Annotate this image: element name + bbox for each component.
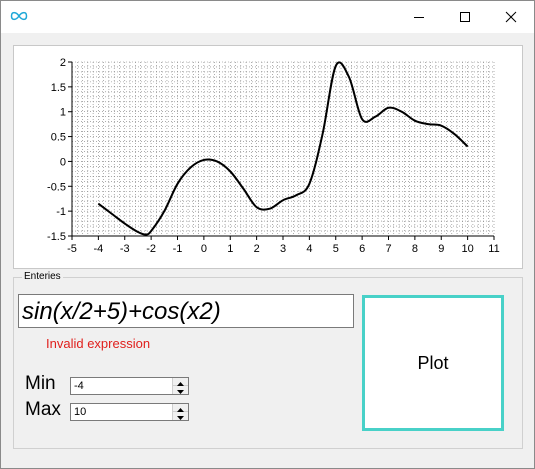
infinity-icon: [9, 7, 29, 25]
maximize-button[interactable]: [442, 1, 488, 33]
chart-panel: -5 -4 -3 -2 -1 0 1 2 3 4 5 6 7 8 9 10 11 2 1.5 1 0.5 0 -0.5 -1 -…: [13, 45, 523, 269]
expression-input[interactable]: sin(x/2+5)+cos(x2): [18, 294, 354, 328]
chart-tick-labels: -5 -4 -3 -2 -1 0 1 2 3 4 5 6 7 8 9 10 11 2 1.5 1 0.5 0 -0.5 -1 -…: [47, 57, 500, 255]
error-label: Invalid expression: [46, 336, 151, 351]
y-tick-label: 0: [60, 156, 66, 168]
x-tick-label: 3: [280, 243, 286, 255]
x-tick-label: -2: [146, 243, 156, 255]
max-stepper[interactable]: 10: [70, 403, 189, 421]
max-value[interactable]: 10: [74, 406, 87, 418]
min-stepper[interactable]: -4: [70, 377, 189, 395]
x-tick-label: -5: [67, 243, 77, 255]
chart-axes: [68, 61, 495, 240]
x-tick-label: -3: [120, 243, 130, 255]
chart-series: [97, 61, 469, 236]
y-tick-label: -0.5: [47, 181, 66, 193]
max-spin-up-button[interactable]: [173, 404, 188, 412]
function-chart: -5 -4 -3 -2 -1 0 1 2 3 4 5 6 7 8 9 10 11 2 1.5 1 0.5 0 -0.5 -1 -…: [47, 57, 500, 255]
x-tick-label: 8: [412, 243, 418, 255]
entries-caption: Enteries: [22, 270, 63, 284]
x-tick-label: 1: [227, 243, 233, 255]
y-tick-label: -1: [56, 206, 66, 218]
min-label: Min: [25, 373, 56, 394]
plot-button[interactable]: Plot: [362, 295, 504, 431]
min-value[interactable]: -4: [74, 380, 84, 392]
triangle-down-icon: [177, 381, 184, 399]
y-tick-label: 1: [60, 107, 66, 119]
client-area: -5 -4 -3 -2 -1 0 1 2 3 4 5 6 7 8 9 10 11 2 1.5 1 0.5 0 -0.5 -1 -…: [1, 33, 534, 468]
x-tick-label: 7: [385, 243, 391, 255]
y-tick-label: 2: [60, 57, 66, 69]
triangle-down-icon: [177, 407, 184, 425]
x-tick-label: 4: [306, 243, 312, 255]
x-tick-label: 0: [201, 243, 207, 255]
close-icon: [505, 11, 517, 23]
chart-grid: [71, 61, 495, 237]
x-tick-label: 5: [333, 243, 339, 255]
triangle-up-icon: [177, 373, 184, 391]
series-line: [97, 61, 469, 236]
min-spin-down-button[interactable]: [173, 386, 188, 394]
minimize-button[interactable]: [396, 1, 442, 33]
x-tick-label: 10: [462, 243, 474, 255]
max-label: Max: [25, 399, 61, 420]
x-tick-label: 6: [359, 243, 365, 255]
x-tick-label: 2: [254, 243, 260, 255]
max-spin-buttons: [172, 404, 188, 420]
x-tick-label: 9: [438, 243, 444, 255]
title-bar[interactable]: [1, 1, 534, 33]
x-tick-label: -1: [173, 243, 183, 255]
x-tick-label: -4: [93, 243, 103, 255]
close-button[interactable]: [488, 1, 534, 33]
maximize-icon: [459, 11, 471, 23]
y-tick-label: 1.5: [51, 82, 66, 94]
x-tick-label: 11: [488, 243, 499, 255]
min-spin-buttons: [172, 378, 188, 394]
y-tick-label: 0.5: [51, 132, 66, 144]
max-spin-down-button[interactable]: [173, 412, 188, 420]
entries-groupbox: Enteries sin(x/2+5)+cos(x2) Invalid expr…: [13, 270, 523, 449]
y-tick-label: -1.5: [47, 231, 66, 243]
minimize-icon: [413, 11, 425, 23]
triangle-up-icon: [177, 399, 184, 417]
min-spin-up-button[interactable]: [173, 378, 188, 386]
